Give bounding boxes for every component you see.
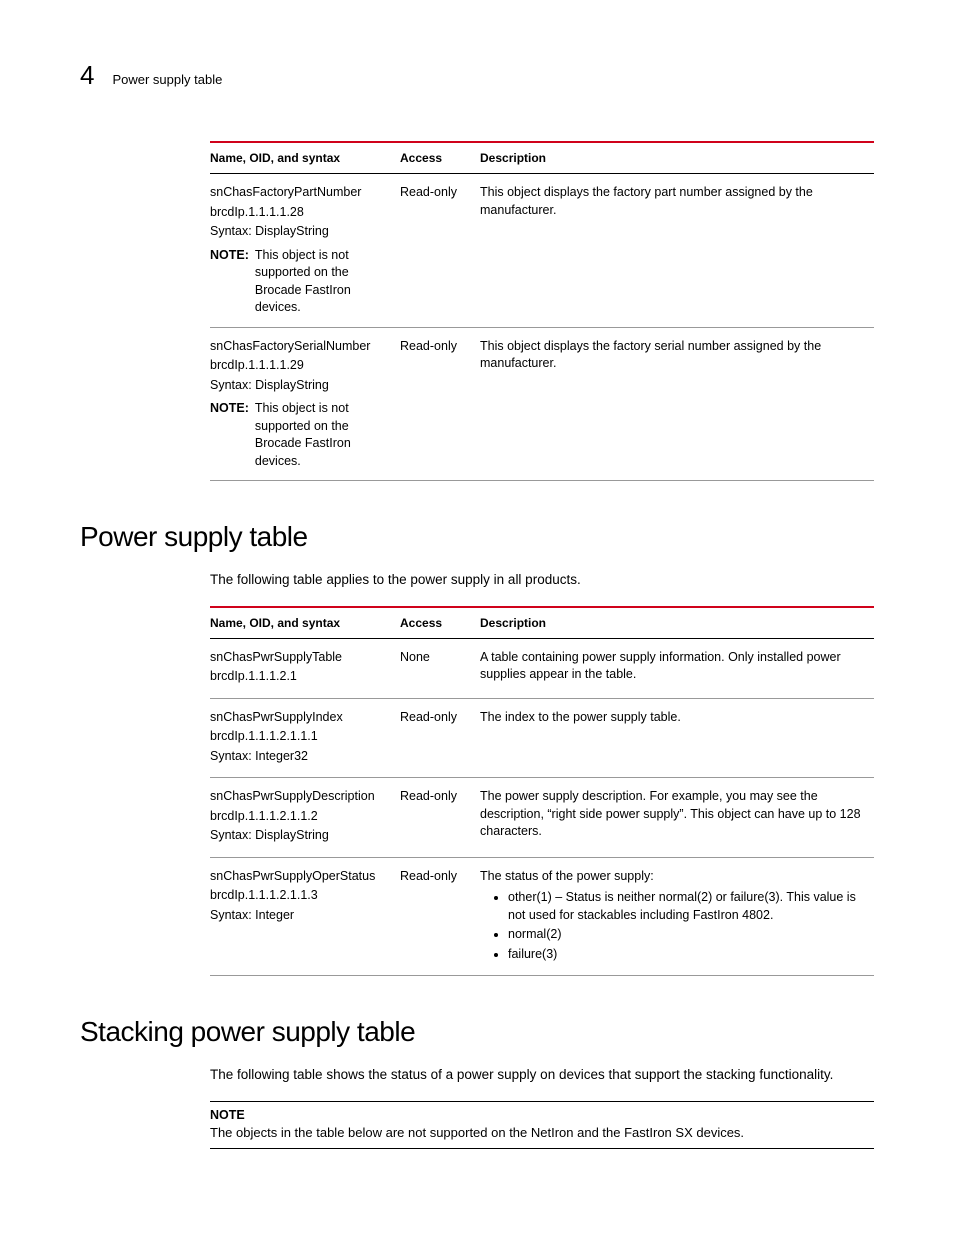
access-cell: Read-only <box>400 174 480 328</box>
section-heading-power-supply: Power supply table <box>80 521 874 553</box>
object-name: snChasPwrSupplyTable <box>210 649 392 667</box>
note-text: This object is not supported on the Broc… <box>255 247 392 317</box>
col-header-description: Description <box>480 142 874 174</box>
power-supply-table: Name, OID, and syntax Access Description… <box>210 606 874 977</box>
note-label: NOTE: <box>210 247 249 317</box>
section-intro: The following table shows the status of … <box>210 1066 874 1085</box>
col-header-access: Access <box>400 607 480 639</box>
object-name: snChasFactorySerialNumber <box>210 338 392 356</box>
oid-block: snChasFactoryPartNumber brcdIp.1.1.1.1.2… <box>210 184 392 241</box>
object-oid: brcdIp.1.1.1.2.1.1.2 <box>210 808 392 826</box>
description-cell: The index to the power supply table. <box>480 698 874 778</box>
table-header-row: Name, OID, and syntax Access Description <box>210 607 874 639</box>
col-header-name: Name, OID, and syntax <box>210 142 400 174</box>
table-row: snChasPwrSupplyDescription brcdIp.1.1.1.… <box>210 778 874 858</box>
object-syntax: Syntax: DisplayString <box>210 827 392 845</box>
access-cell: Read-only <box>400 698 480 778</box>
table-row: snChasFactorySerialNumber brcdIp.1.1.1.1… <box>210 327 874 481</box>
note-block: NOTE The objects in the table below are … <box>210 1101 874 1149</box>
table-row: snChasPwrSupplyTable brcdIp.1.1.1.2.1 No… <box>210 638 874 698</box>
breadcrumb: Power supply table <box>112 72 222 87</box>
section-heading-stacking: Stacking power supply table <box>80 1016 874 1048</box>
object-oid: brcdIp.1.1.1.1.28 <box>210 204 392 222</box>
object-syntax: Syntax: Integer32 <box>210 748 392 766</box>
inline-note: NOTE: This object is not supported on th… <box>210 400 392 470</box>
oid-block: snChasPwrSupplyIndex brcdIp.1.1.1.2.1.1.… <box>210 709 392 766</box>
description-cell: This object displays the factory serial … <box>480 327 874 481</box>
table-row: snChasPwrSupplyIndex brcdIp.1.1.1.2.1.1.… <box>210 698 874 778</box>
oid-block: snChasPwrSupplyTable brcdIp.1.1.1.2.1 <box>210 649 392 686</box>
note-label: NOTE: <box>210 400 249 470</box>
object-name: snChasPwrSupplyDescription <box>210 788 392 806</box>
access-cell: Read-only <box>400 327 480 481</box>
table-row: snChasFactoryPartNumber brcdIp.1.1.1.1.2… <box>210 174 874 328</box>
list-item: failure(3) <box>508 946 866 964</box>
access-cell: None <box>400 638 480 698</box>
col-header-name: Name, OID, and syntax <box>210 607 400 639</box>
object-name: snChasPwrSupplyIndex <box>210 709 392 727</box>
access-cell: Read-only <box>400 857 480 976</box>
object-name: snChasFactoryPartNumber <box>210 184 392 202</box>
description-cell: A table containing power supply informat… <box>480 638 874 698</box>
object-oid: brcdIp.1.1.1.2.1 <box>210 668 392 686</box>
object-syntax: Syntax: Integer <box>210 907 392 925</box>
object-oid: brcdIp.1.1.1.2.1.1.3 <box>210 887 392 905</box>
list-item: normal(2) <box>508 926 866 944</box>
object-oid: brcdIp.1.1.1.2.1.1.1 <box>210 728 392 746</box>
oid-block: snChasPwrSupplyOperStatus brcdIp.1.1.1.2… <box>210 868 392 925</box>
access-cell: Read-only <box>400 778 480 858</box>
note-text: This object is not supported on the Broc… <box>255 400 392 470</box>
description-list: other(1) – Status is neither normal(2) o… <box>480 889 866 963</box>
object-syntax: Syntax: DisplayString <box>210 223 392 241</box>
table-row: snChasPwrSupplyOperStatus brcdIp.1.1.1.2… <box>210 857 874 976</box>
oid-block: snChasPwrSupplyDescription brcdIp.1.1.1.… <box>210 788 392 845</box>
object-name: snChasPwrSupplyOperStatus <box>210 868 392 886</box>
inline-note: NOTE: This object is not supported on th… <box>210 247 392 317</box>
oid-block: snChasFactorySerialNumber brcdIp.1.1.1.1… <box>210 338 392 395</box>
description-cell: The status of the power supply: other(1)… <box>480 857 874 976</box>
description-cell: The power supply description. For exampl… <box>480 778 874 858</box>
chapter-number: 4 <box>80 60 94 91</box>
table-header-row: Name, OID, and syntax Access Description <box>210 142 874 174</box>
col-header-description: Description <box>480 607 874 639</box>
note-body: The objects in the table below are not s… <box>210 1124 874 1142</box>
chassis-objects-table: Name, OID, and syntax Access Description… <box>210 141 874 481</box>
object-oid: brcdIp.1.1.1.1.29 <box>210 357 392 375</box>
section-intro: The following table applies to the power… <box>210 571 874 590</box>
list-item: other(1) – Status is neither normal(2) o… <box>508 889 866 924</box>
description-cell: This object displays the factory part nu… <box>480 174 874 328</box>
object-syntax: Syntax: DisplayString <box>210 377 392 395</box>
page-header: 4 Power supply table <box>80 60 874 91</box>
col-header-access: Access <box>400 142 480 174</box>
description-lead: The status of the power supply: <box>480 868 866 886</box>
note-heading: NOTE <box>210 1108 874 1122</box>
